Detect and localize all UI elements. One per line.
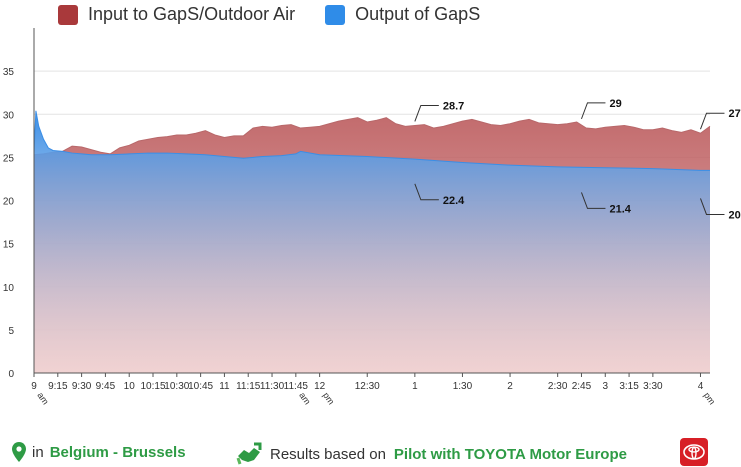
annotation-leader-1: [414, 183, 439, 201]
x-tick-label-16: 2: [507, 381, 513, 392]
results-prefix: Results based on: [270, 445, 386, 463]
annotation-leader-3: [580, 192, 606, 209]
line-input: [33, 117, 711, 156]
legend-item-output[interactable]: Output of GapS: [325, 4, 480, 25]
y-tick-label-15: 15: [3, 240, 15, 251]
x-tick-label-2: 9:30: [72, 381, 92, 392]
location-prefix: in: [32, 443, 44, 461]
x-tick-label-7: 10:45: [188, 381, 213, 392]
x-tick-label-19: 3: [602, 381, 608, 392]
annotation-label-2: 29: [609, 98, 621, 110]
y-tick-label-35: 35: [3, 67, 15, 78]
line-output: [33, 110, 710, 171]
location-name: Belgium - Brussels: [49, 443, 186, 461]
annotation-leader-0: [414, 104, 439, 122]
annotation-label-0: 28.7: [443, 100, 464, 112]
legend-swatch-output: [325, 4, 346, 25]
legend-swatch-input: [58, 4, 78, 25]
annotation-label-5: 20.7: [728, 209, 741, 221]
x-tick-sublabel-0: am: [35, 390, 50, 406]
x-tick-label-0: 9: [31, 381, 37, 392]
x-tick-label-13: 12:30: [355, 381, 380, 392]
x-tick-sublabel-11: am: [297, 390, 312, 406]
x-tick-label-6: 10:30: [164, 381, 189, 392]
x-tick-label-14: 1: [412, 381, 418, 392]
x-tick-label-12: 12: [314, 381, 326, 392]
y-tick-label-25: 25: [3, 153, 15, 164]
x-tick-label-22: 4: [698, 381, 704, 392]
annotation-leader-4: [700, 112, 725, 130]
y-tick-label-5: 5: [8, 326, 14, 337]
annotation-label-1: 22.4: [443, 195, 465, 207]
legend-label-output: Output of GapS: [355, 4, 481, 24]
x-tick-label-4: 10: [124, 381, 136, 392]
x-tick-label-9: 11:15: [236, 381, 261, 392]
x-tick-label-11: 11:45: [284, 381, 309, 392]
toyota-logo-icon: [680, 438, 708, 466]
x-tick-label-21: 3:30: [643, 381, 663, 392]
x-tick-label-15: 1:30: [453, 381, 473, 392]
y-tick-label-20: 20: [3, 197, 15, 208]
annotation-leader-5: [700, 198, 725, 215]
x-tick-label-10: 11:30: [260, 381, 285, 392]
location-info: in Belgium - Brussels: [12, 442, 186, 462]
x-tick-label-1: 9:15: [48, 381, 68, 392]
x-tick-label-8: 11: [219, 381, 230, 392]
y-tick-label-0: 0: [8, 369, 14, 380]
results-source: Pilot with TOYOTA Motor Europe: [393, 445, 627, 463]
x-tick-label-5: 10:15: [140, 381, 165, 392]
chart-legend: Input to GapS/Outdoor Air Output of GapS: [58, 4, 480, 25]
x-tick-sublabel-12: pm: [321, 390, 336, 406]
location-pin-icon: [12, 442, 26, 462]
x-tick-label-17: 2:30: [548, 381, 568, 392]
legend-label-input: Input to GapS/Outdoor Air: [88, 4, 296, 24]
annotation-label-3: 21.4: [609, 203, 631, 215]
x-tick-label-18: 2:45: [572, 381, 592, 392]
x-tick-label-3: 9:45: [96, 381, 116, 392]
area-output: [34, 110, 710, 374]
y-tick-label-30: 30: [3, 110, 15, 121]
annotation-label-4: 27.8: [728, 108, 741, 120]
results-info: Results based on Pilot with TOYOTA Motor…: [236, 442, 627, 466]
x-tick-sublabel-22: pm: [702, 390, 717, 406]
legend-item-input[interactable]: Input to GapS/Outdoor Air: [58, 4, 295, 25]
y-tick-label-10: 10: [3, 283, 15, 294]
handshake-icon: [236, 442, 262, 465]
annotation-leader-2: [580, 102, 606, 120]
x-tick-label-20: 3:15: [619, 381, 639, 392]
footer: in Belgium - Brussels Results based on P…: [0, 438, 741, 467]
